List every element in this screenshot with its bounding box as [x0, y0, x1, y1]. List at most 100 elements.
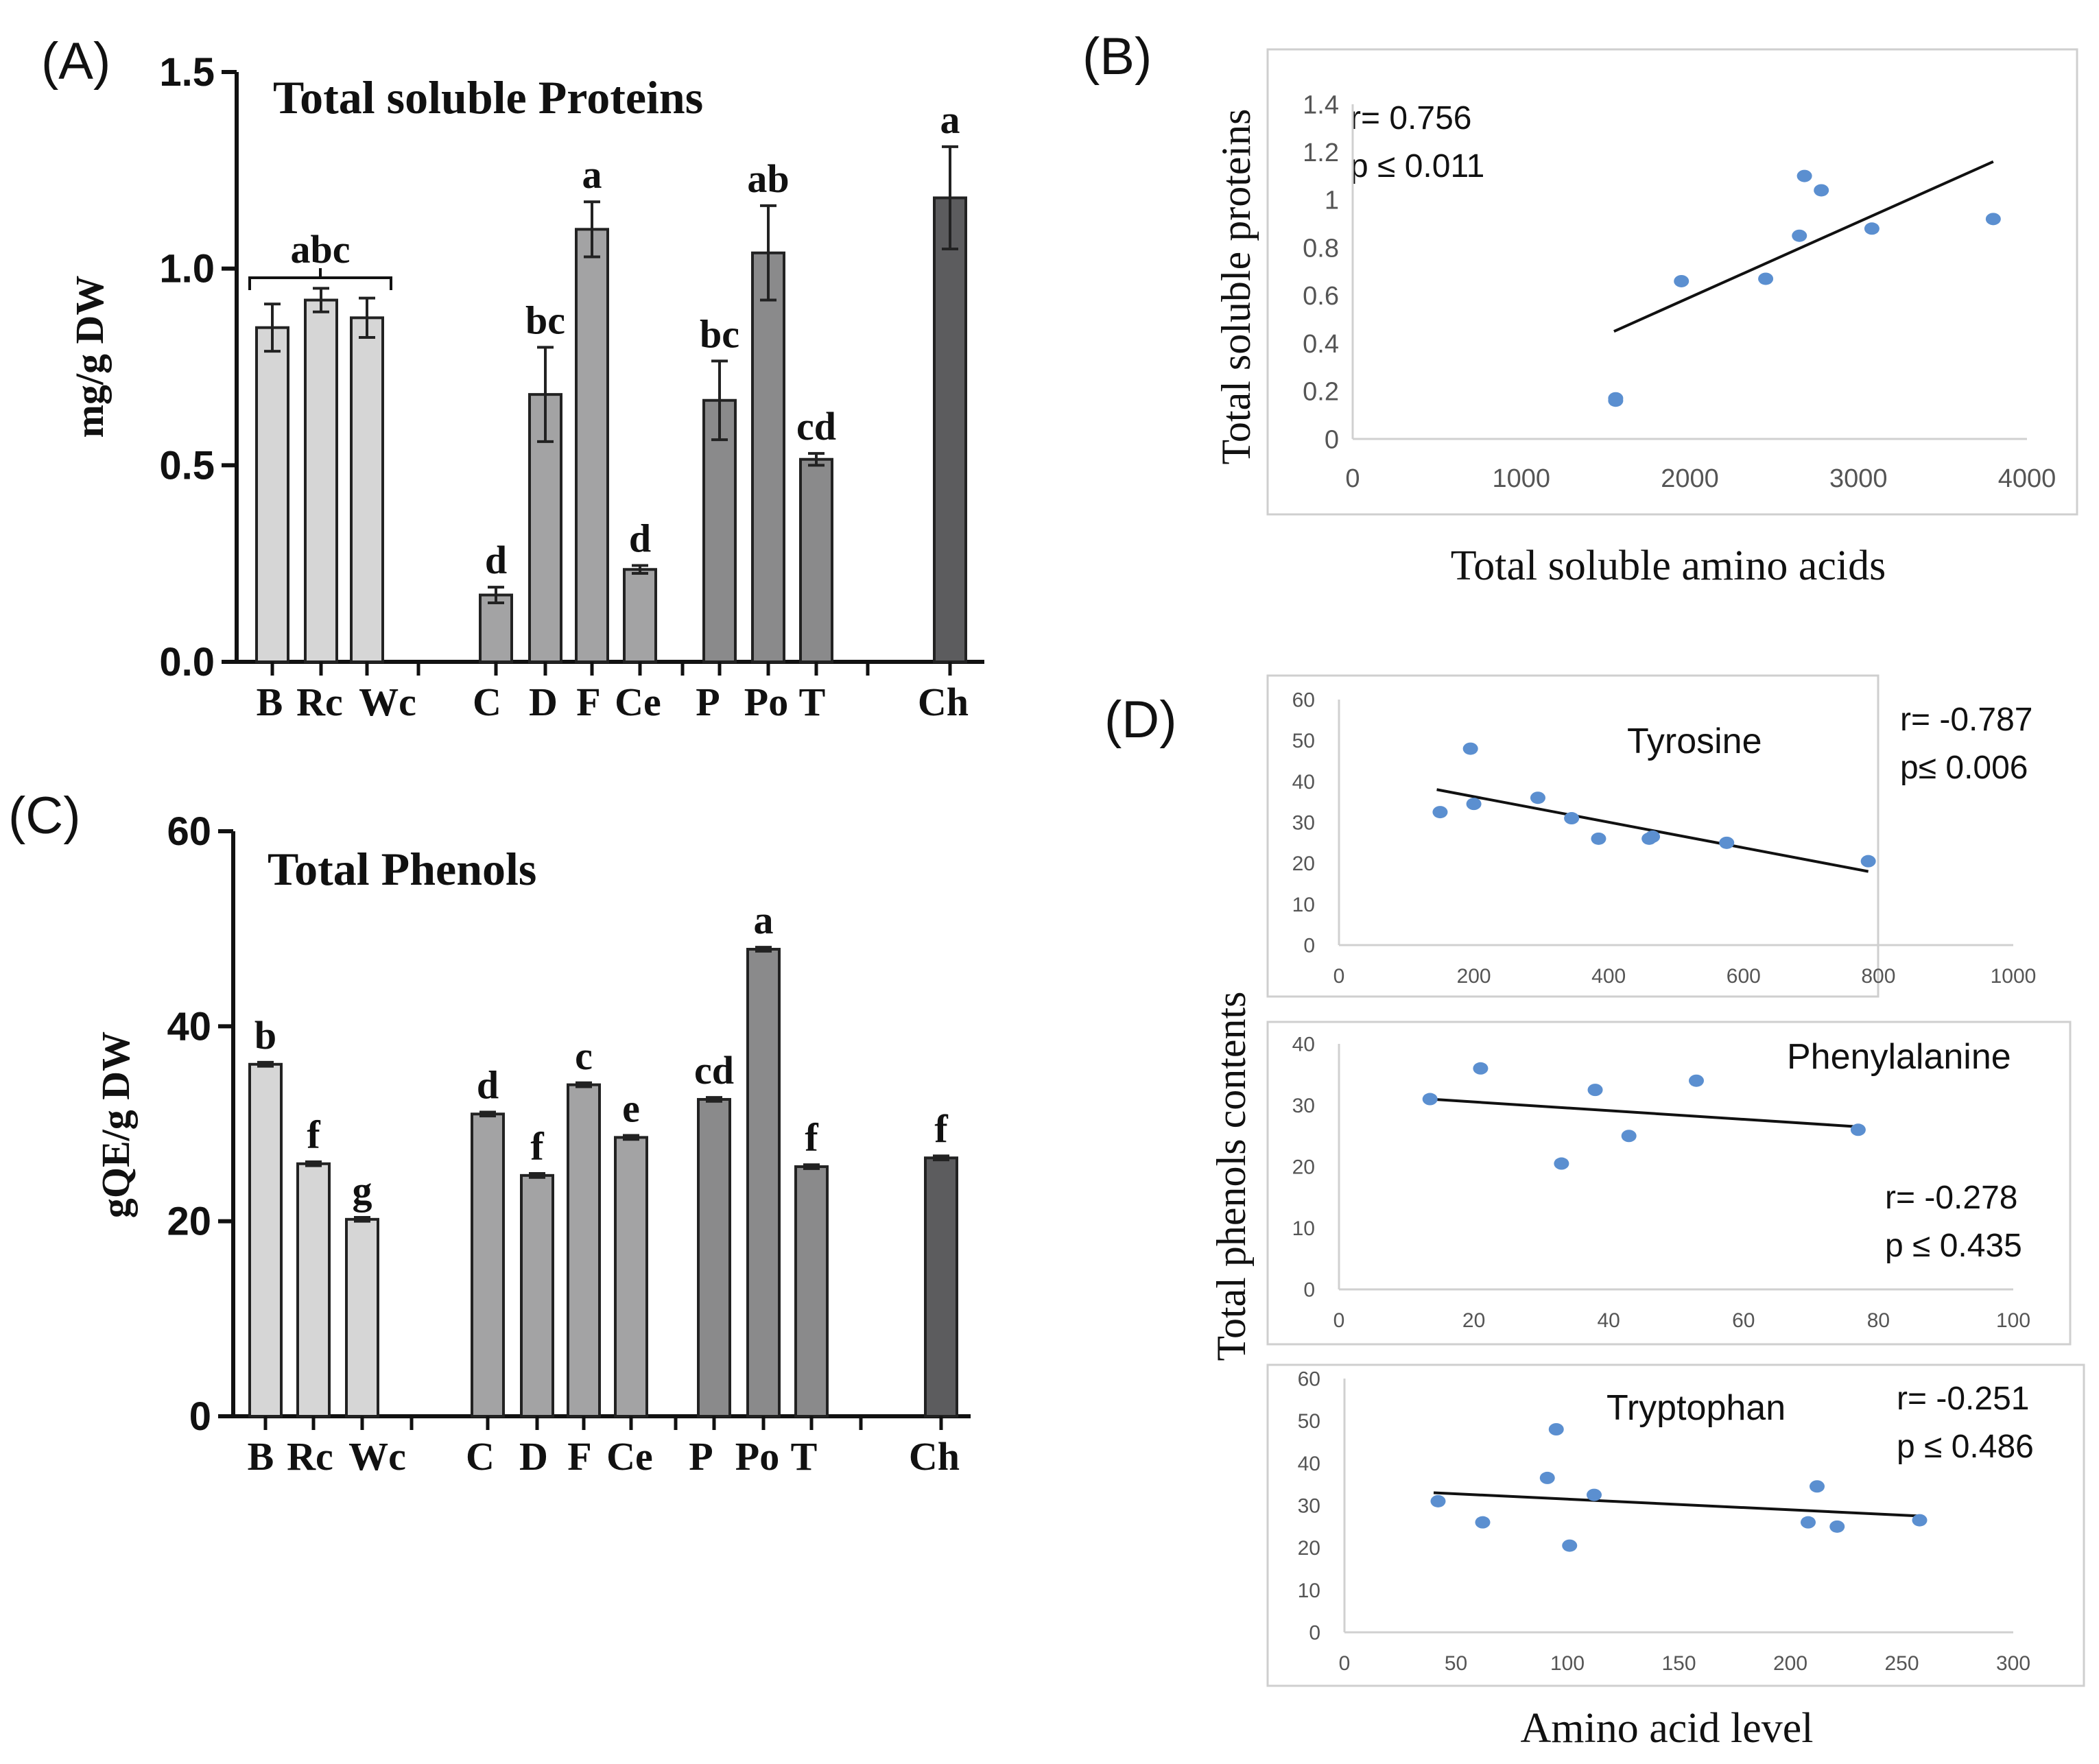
- panel-d1-annotation-r: r= -0.787: [1900, 702, 2032, 738]
- panel-d-scatters: Total phenols contents Amino acid level …: [1209, 674, 2085, 1752]
- panel-c-significance-letter: b: [254, 1013, 276, 1058]
- panel-d2-data-point: [1473, 1062, 1489, 1075]
- panel-d3-data-point: [1587, 1488, 1602, 1501]
- panel-d2-data-point: [1688, 1074, 1704, 1087]
- panel-d2-xtick-label: 80: [1867, 1309, 1890, 1332]
- panel-d2-data-point: [1587, 1084, 1603, 1097]
- panel-d-ylabel: Total phenols contents: [1209, 991, 1254, 1361]
- panel-a-bar-T: [799, 457, 833, 663]
- panel-a-significance-letter: cd: [796, 404, 836, 449]
- panel-d1-ytick-label: 20: [1292, 853, 1315, 875]
- panel-d3-title: Tryptophan: [1606, 1388, 1786, 1428]
- panel-d2-ytick-label: 0: [1303, 1279, 1315, 1302]
- panel-a-bar-chart: Total soluble Proteins mg/g DW 0.0 0.5 1.0…: [67, 50, 984, 724]
- panel-d1-data-point: [1466, 798, 1482, 811]
- panel-d3-data-point: [1548, 1423, 1564, 1435]
- panel-a-xtick-label: B: [257, 680, 283, 724]
- panel-a-xtick-label: T: [799, 680, 826, 724]
- panel-d1-xtick-label: 1000: [1991, 965, 2037, 988]
- panel-d2-title: Phenylalanine: [1787, 1037, 2011, 1077]
- panel-b-data-point: [1674, 274, 1689, 287]
- panel-d2-trendline: [1430, 1097, 1859, 1128]
- panel-a-ytick-label: 1.5: [159, 50, 215, 95]
- panel-b-annotation-p: p ≤ 0.011: [1350, 148, 1484, 184]
- panel-c-significance-letter: f: [805, 1115, 818, 1160]
- panel-d2-frame: [1266, 1021, 2072, 1346]
- panel-d3-data-point: [1801, 1516, 1816, 1529]
- panel-b-ytick-label: 0.6: [1303, 282, 1339, 311]
- panel-d1-xtick-label: 200: [1457, 965, 1491, 988]
- panel-c-xtick-label: Wc: [348, 1434, 406, 1479]
- panel-a-bar-F: [575, 228, 609, 664]
- panel-d2-annotation-p: p ≤ 0.435: [1885, 1228, 2022, 1264]
- panel-c-bar-D: [520, 1173, 554, 1418]
- panel-c-significance-letter: f: [530, 1124, 544, 1169]
- panel-d2-xtick-label: 100: [1996, 1309, 2030, 1332]
- panel-a-xtick-label: P: [696, 680, 720, 724]
- panel-c-bar-T: [794, 1165, 829, 1418]
- panel-a-xtick-label: Wc: [359, 680, 416, 724]
- panel-a-bar-B: [255, 326, 289, 663]
- panel-b-data-point: [1814, 184, 1829, 197]
- panel-d2-data-point: [1850, 1123, 1866, 1136]
- panel-c-bar-B: [248, 1062, 283, 1418]
- panel-a-significance-letter: a: [940, 97, 960, 142]
- panel-b-xtick-label: 4000: [1998, 464, 2056, 493]
- panel-d2-ytick-label: 10: [1292, 1217, 1315, 1240]
- panel-d1-annotation-p: p≤ 0.006: [1900, 750, 2028, 786]
- panel-c-xtick-label: Ce: [606, 1434, 653, 1479]
- panel-d2-data-point: [1621, 1130, 1637, 1143]
- panel-a-ytick-label: 0.0: [159, 640, 215, 684]
- panel-d1-ytick-label: 60: [1292, 689, 1315, 712]
- panel-a-title: Total soluble Proteins: [273, 71, 703, 123]
- panel-c-ytick-label: 60: [167, 809, 211, 854]
- panel-d3-ytick-label: 20: [1298, 1537, 1320, 1560]
- panel-d3-annotation-r: r= -0.251: [1897, 1381, 2029, 1417]
- panel-c-bar-F: [567, 1083, 601, 1418]
- panel-b-label: (B): [1082, 27, 1152, 86]
- panel-d3-data-point: [1810, 1480, 1825, 1493]
- panel-d2-ytick-label: 20: [1292, 1156, 1315, 1179]
- panel-a-xtick-label: D: [529, 680, 558, 724]
- panel-b-ytick-label: 1.4: [1303, 91, 1339, 119]
- panel-c-bar-Po: [746, 948, 781, 1418]
- panel-d2-xtick-label: 20: [1462, 1309, 1485, 1332]
- panel-b-xtick-label: 3000: [1829, 464, 1888, 493]
- panel-a-xtick-label: Po: [744, 680, 788, 724]
- panel-d2-data-point: [1422, 1093, 1438, 1106]
- panel-d1-ytick-label: 50: [1292, 730, 1315, 752]
- panel-c-xtick-label: Ch: [909, 1434, 960, 1479]
- panel-d2-ytick-label: 40: [1292, 1034, 1315, 1056]
- panel-d1-xtick-label: 0: [1333, 965, 1345, 988]
- panel-b-data-point: [1864, 222, 1879, 235]
- panel-d3-ytick-label: 60: [1298, 1368, 1320, 1391]
- panel-c-xtick-label: B: [248, 1434, 274, 1479]
- panel-b-ytick-label: 0: [1325, 425, 1339, 454]
- panel-d-xlabel: Amino acid level: [1521, 1705, 1814, 1752]
- panel-d3-ytick-label: 50: [1298, 1410, 1320, 1433]
- panel-c-bar-Wc: [345, 1217, 379, 1418]
- panel-d2-xtick-label: 60: [1732, 1309, 1755, 1332]
- panel-b-ytick-label: 0.2: [1303, 378, 1339, 407]
- panel-a-ylabel: mg/g DW: [67, 276, 112, 438]
- panel-d1-data-point: [1645, 830, 1661, 843]
- panel-c-xtick-label: C: [466, 1434, 495, 1479]
- panel-a-xtick-label: Ce: [615, 680, 661, 724]
- panel-c-title: Total Phenols: [268, 843, 536, 895]
- panel-d3-data-point: [1829, 1520, 1845, 1533]
- panel-a-ytick-label: 0.5: [159, 443, 215, 488]
- panel-a-xtick-label: Rc: [296, 680, 343, 724]
- panel-a-bar-Ch: [933, 196, 967, 663]
- panel-d3-ytick-label: 0: [1309, 1622, 1320, 1645]
- panel-b-frame: [1266, 48, 2078, 516]
- panel-d1-data-point: [1462, 742, 1478, 755]
- panel-a-significance-letter: bc: [700, 311, 739, 356]
- panel-a-label: (A): [41, 32, 110, 91]
- panel-c-significance-letter: cd: [694, 1048, 734, 1093]
- panel-d1-ytick-label: 0: [1303, 935, 1315, 957]
- panel-c-bar-C: [471, 1112, 505, 1418]
- panel-a-group-bracket: [248, 268, 392, 290]
- panel-a-bar-Rc: [304, 298, 338, 663]
